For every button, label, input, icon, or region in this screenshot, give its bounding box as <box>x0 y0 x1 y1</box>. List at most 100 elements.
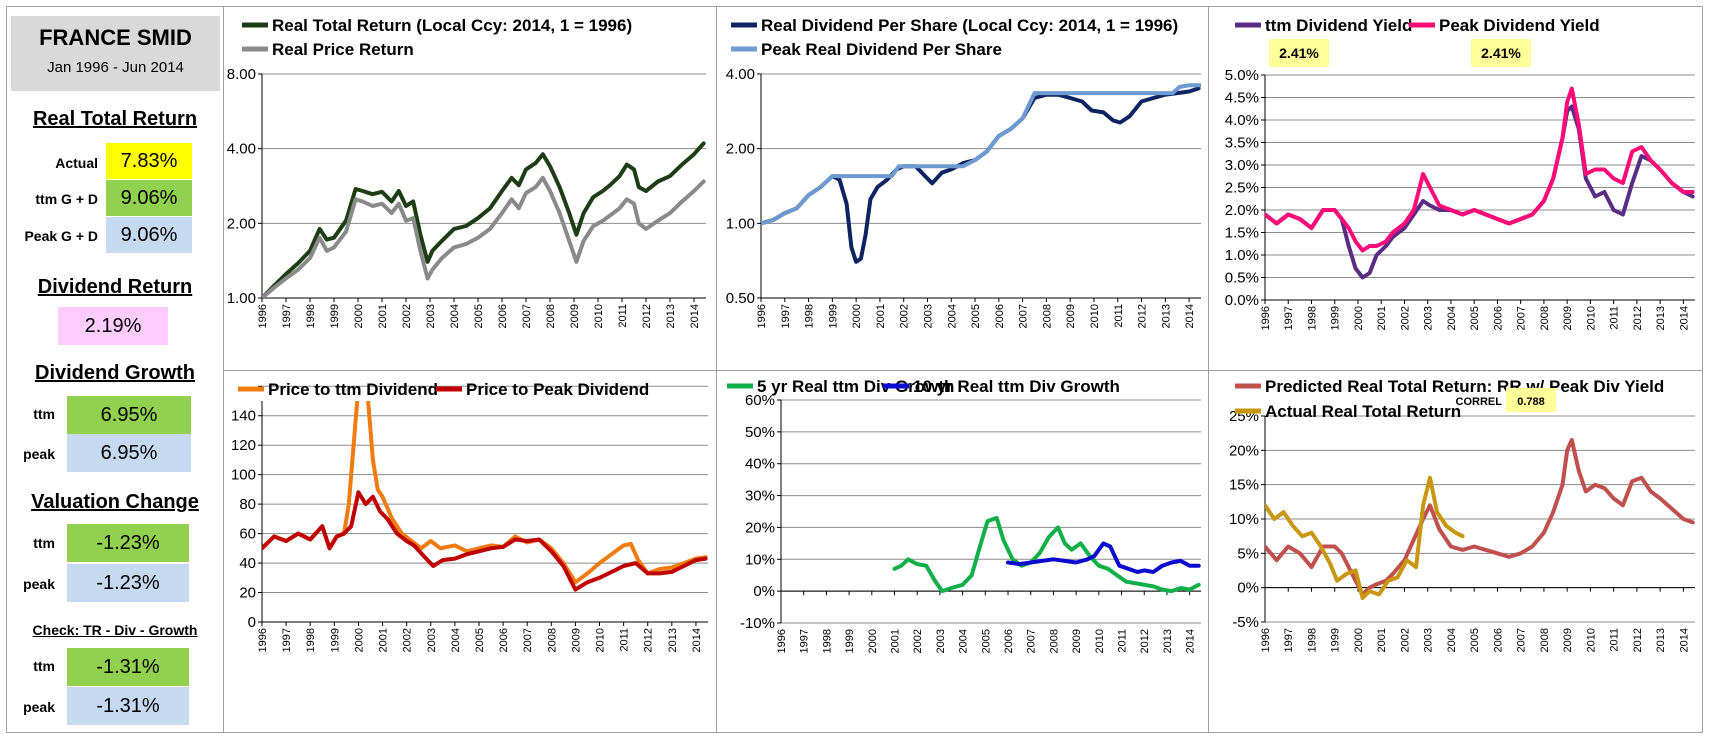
correl-value: 0.788 <box>1517 396 1545 408</box>
x-tick-label: 2007 <box>1516 628 1528 652</box>
x-tick-label: 2002 <box>402 628 414 652</box>
y-tick-label: 1.5% <box>1225 225 1259 242</box>
x-tick-label: 1997 <box>780 304 792 328</box>
y-tick-label: 1.00 <box>227 290 256 307</box>
y-tick-label: 20 <box>239 585 256 602</box>
x-tick-label: 2011 <box>1609 628 1621 652</box>
legend-label: 5 yr Real ttm Div Growth <box>757 377 954 396</box>
dashboard-frame <box>6 6 1703 733</box>
dg-ttm-value: 6.95% <box>67 396 191 434</box>
x-tick-label: 2003 <box>922 304 934 328</box>
y-tick-label: 15% <box>1229 477 1259 494</box>
divider-row <box>223 370 1703 371</box>
check-ttm-label: ttm <box>33 658 55 674</box>
legend-label: Actual Real Total Return <box>1265 402 1461 421</box>
x-tick-label: 2008 <box>546 628 558 652</box>
x-tick-label: 2013 <box>665 304 677 328</box>
legend-label: Real Dividend Per Share (Local Ccy: 2014… <box>761 16 1178 35</box>
x-tick-label: 2002 <box>1399 306 1411 330</box>
y-tick-label: 2.5% <box>1225 180 1259 197</box>
x-tick-label: 2002 <box>401 304 413 328</box>
y-tick-label: 1.00 <box>726 215 755 232</box>
x-tick-label: 2005 <box>1469 628 1481 652</box>
y-tick-label: 4.5% <box>1225 90 1259 107</box>
y-tick-label: 0.5% <box>1225 270 1259 287</box>
x-tick-label: 2001 <box>890 629 902 653</box>
x-tick-label: 2006 <box>1003 629 1015 653</box>
y-tick-label: 2.00 <box>227 215 256 232</box>
x-tick-label: 2001 <box>378 628 390 652</box>
x-tick-label: 2009 <box>1562 628 1574 652</box>
x-tick-label: 1996 <box>257 628 269 652</box>
x-tick-label: 1997 <box>1283 628 1295 652</box>
x-tick-label: 2005 <box>474 628 486 652</box>
x-tick-label: 1998 <box>305 628 317 652</box>
legend-label: Predicted Real Total Return: RR w/ Peak … <box>1265 377 1664 396</box>
x-tick-label: 2010 <box>1094 629 1106 653</box>
x-tick-label: 2011 <box>619 628 631 652</box>
x-tick-label: 2012 <box>641 304 653 328</box>
x-tick-label: 2002 <box>912 629 924 653</box>
y-tick-label: 3.5% <box>1225 135 1259 152</box>
x-tick-label: 2004 <box>1446 306 1458 330</box>
legend-label: Real Price Return <box>272 40 414 59</box>
y-tick-label: 1.0% <box>1225 247 1259 264</box>
series-line-1 <box>1265 438 1695 597</box>
chart-real-total-return: 1.00 2.00 4.00 8.00 1996 1997 1998 1999 2000 2001… <box>227 16 706 328</box>
y-tick-label: 40 <box>239 555 256 572</box>
divider-sidebar <box>223 6 224 733</box>
y-tick-label: 120 <box>231 437 256 454</box>
y-tick-label: 80 <box>239 496 256 513</box>
x-tick-label: 2000 <box>353 304 365 328</box>
x-tick-label: 2012 <box>1632 306 1644 330</box>
x-tick-label: 2014 <box>1678 628 1690 652</box>
chart-dividend-growth: -10% 0% 10% 20% 30% 40% 50% 60% 1996 1997 1998 1999… <box>727 377 1201 653</box>
rtr-ttm-label: ttm G + D <box>35 191 98 207</box>
x-tick-label: 2010 <box>1089 304 1101 328</box>
legend-label: Price to Peak Dividend <box>466 380 649 399</box>
legend-label: Peak Dividend Yield <box>1439 16 1600 35</box>
dividend-return-value: 2.19% <box>58 307 168 345</box>
rtr-ttm-value: 9.06% <box>106 180 192 216</box>
y-tick-label: -5% <box>1232 614 1259 631</box>
x-tick-label: 2004 <box>449 304 461 328</box>
y-tick-label: 10% <box>1229 511 1259 528</box>
x-tick-label: 2010 <box>595 628 607 652</box>
x-tick-label: 2014 <box>691 628 703 652</box>
y-tick-label: 4.0% <box>1225 112 1259 129</box>
x-tick-label: 1996 <box>756 304 768 328</box>
x-tick-label: 2001 <box>1376 628 1388 652</box>
rtr-peak-label: Peak G + D <box>24 228 98 244</box>
x-tick-label: 2000 <box>1353 628 1365 652</box>
x-tick-label: 2014 <box>1678 306 1690 330</box>
x-tick-label: 2010 <box>593 304 605 328</box>
chart-dividend-yield: 0.0% 0.5% 1.0% 1.5% 2.0% 2.5% 3.0% 3.5% 4.0% 4.5%… <box>1225 16 1695 330</box>
x-tick-label: 2013 <box>1160 304 1172 328</box>
x-tick-label: 2010 <box>1585 306 1597 330</box>
series-line-1 <box>892 515 1201 594</box>
y-tick-label: 4.00 <box>726 66 755 83</box>
x-tick-label: 2003 <box>1423 628 1435 652</box>
x-tick-label: 2008 <box>545 304 557 328</box>
x-tick-label: 2000 <box>1353 306 1365 330</box>
y-tick-label: 3.0% <box>1225 157 1259 174</box>
x-tick-label: 1998 <box>1306 628 1318 652</box>
y-tick-label: 8.00 <box>227 66 256 83</box>
rtr-peak-value: 9.06% <box>106 217 192 253</box>
x-tick-label: 1998 <box>821 629 833 653</box>
annotation-value: 2.41% <box>1279 45 1319 61</box>
x-tick-label: 2009 <box>569 304 581 328</box>
x-tick-label: 2003 <box>1423 306 1435 330</box>
x-tick-label: 2010 <box>1585 628 1597 652</box>
vc-ttm-value: -1.23% <box>67 524 189 562</box>
chart-real-dividend-per-share: 0.50 1.00 2.00 4.00 1996 1997 1998 1999 2000 2001… <box>726 16 1201 328</box>
dividend-growth-heading: Dividend Growth <box>35 362 195 384</box>
x-tick-label: 2009 <box>1065 304 1077 328</box>
y-tick-label: 60 <box>239 526 256 543</box>
sidebar-subtitle: Jan 1996 - Jun 2014 <box>47 59 184 76</box>
vc-peak-label: peak <box>23 576 55 592</box>
x-tick-label: 2008 <box>1539 628 1551 652</box>
x-tick-label: 2012 <box>1139 629 1151 653</box>
real-total-return-heading: Real Total Return <box>32 108 198 130</box>
legend-label: Real Total Return (Local Ccy: 2014, 1 = … <box>272 16 632 35</box>
